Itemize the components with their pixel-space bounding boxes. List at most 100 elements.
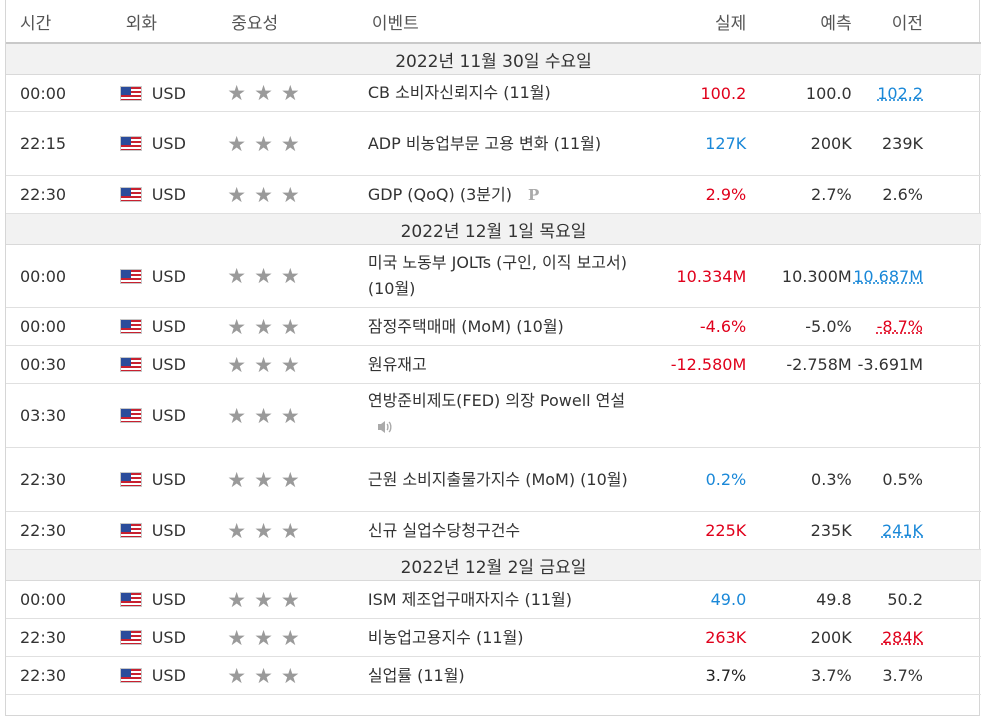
table-row[interactable]: 00:00 USD ★ ★ ★ ISM 제조업구매자지수 (11월) 49.0 49… — [6, 580, 981, 619]
header-importance: 중요성 — [227, 0, 368, 44]
event-link[interactable]: 연방준비제도(FED) 의장 Powell 연설 — [367, 391, 626, 410]
header-previous: 이전 — [851, 0, 981, 44]
revised-previous-value[interactable]: 241K — [881, 521, 923, 540]
economic-calendar: 시간 외화 중요성 이벤트 실제 예측 이전 2022년 11월 30일 수요일… — [5, 0, 981, 716]
star-icon: ★ — [280, 352, 300, 377]
star-icon: ★ — [280, 81, 300, 105]
previous-value: 3.7% — [851, 656, 981, 695]
header-currency: 외화 — [119, 0, 228, 44]
us-flag-icon — [119, 592, 142, 607]
star-icon: ★ — [227, 182, 247, 207]
actual-value: 10.334M — [647, 244, 747, 308]
actual-value: 127K — [647, 111, 747, 176]
star-icon: ★ — [254, 81, 273, 105]
revised-previous-value[interactable]: 284K — [881, 628, 923, 647]
actual-value: 49.0 — [647, 580, 747, 619]
star-icon: ★ — [254, 467, 273, 492]
star-icon: ★ — [254, 131, 273, 156]
header-row: 시간 외화 중요성 이벤트 실제 예측 이전 — [6, 0, 981, 44]
day-header-row: 2022년 12월 2일 금요일 — [6, 549, 981, 581]
importance-stars: ★ ★ ★ — [227, 511, 368, 550]
currency: USD — [151, 317, 186, 336]
revised-previous-value[interactable]: 10.687M — [853, 266, 923, 286]
event-link[interactable]: 근원 소비지출물가지수 (MoM) (10월) — [367, 469, 628, 489]
currency: USD — [151, 470, 186, 489]
forecast-value: 2.7% — [746, 175, 852, 214]
forecast-value: -5.0% — [746, 307, 852, 346]
star-icon: ★ — [227, 403, 247, 428]
actual-value: 0.2% — [647, 447, 747, 512]
event-link[interactable]: ISM 제조업구매자지수 (11월) — [367, 589, 573, 609]
us-flag-icon — [119, 630, 142, 645]
star-icon: ★ — [280, 587, 300, 612]
importance-stars: ★ ★ ★ — [227, 580, 368, 619]
event-link[interactable]: GDP (QoQ) (3분기) — [367, 184, 512, 204]
forecast-value: 49.8 — [746, 580, 852, 619]
currency: USD — [151, 628, 186, 647]
importance-stars: ★ ★ ★ — [227, 656, 368, 695]
star-icon: ★ — [254, 264, 273, 288]
event-link[interactable]: ADP 비농업부문 고용 변화 (11월) — [367, 133, 602, 153]
event-time: 22:30 — [6, 447, 120, 512]
event-link[interactable]: CB 소비자신뢰지수 (11월) — [367, 83, 551, 102]
previous-value: 239K — [851, 111, 981, 176]
actual-value: 2.9% — [647, 175, 747, 214]
star-icon: ★ — [254, 314, 273, 339]
actual-value: 225K — [647, 511, 747, 550]
table-row[interactable]: 22:15 USD ★ ★ ★ ADP 비농업부문 고용 변화 (11월) 127K… — [6, 111, 981, 176]
star-icon: ★ — [280, 131, 300, 156]
previous-value — [851, 383, 981, 448]
revised-previous-value[interactable]: 102.2 — [877, 83, 923, 103]
table-row[interactable]: 00:00 USD ★ ★ ★ 미국 노동부 JOLTs (구인, 이직 보고서) … — [6, 244, 981, 308]
currency: USD — [151, 406, 186, 425]
event-time: 22:30 — [6, 511, 120, 550]
event-link[interactable]: 미국 노동부 JOLTs (구인, 이직 보고서) (10월) — [367, 253, 627, 298]
star-icon: ★ — [227, 352, 247, 377]
event-time: 00:00 — [6, 307, 120, 346]
star-icon: ★ — [227, 131, 247, 156]
us-flag-icon — [119, 472, 142, 487]
event-link[interactable]: 잠정주택매매 (MoM) (10월) — [367, 316, 564, 336]
table-row[interactable]: 22:30 USD ★ ★ ★ 비농업고용지수 (11월) 263K 200K 28… — [6, 618, 981, 657]
forecast-value: 235K — [746, 511, 852, 550]
day-header-row: 2022년 11월 30일 수요일 — [6, 43, 981, 75]
event-time: 03:30 — [6, 383, 120, 448]
us-flag-icon — [119, 668, 142, 683]
currency: USD — [151, 185, 186, 204]
us-flag-icon — [119, 187, 142, 202]
previous-value: 50.2 — [851, 580, 981, 619]
star-icon: ★ — [227, 81, 247, 105]
forecast-value — [746, 383, 852, 448]
us-flag-icon — [119, 268, 142, 284]
event-time: 22:30 — [6, 656, 120, 695]
table-row[interactable]: 22:30 USD ★ ★ ★ 실업률 (11월) 3.7% 3.7% 3.7% — [6, 656, 981, 695]
table-row[interactable]: 22:30 USD ★ ★ ★ 신규 실업수당청구건수 225K 235K 241K — [6, 511, 981, 550]
speaker-icon — [376, 417, 394, 443]
star-icon: ★ — [227, 264, 247, 288]
table-row[interactable]: 22:30 USD ★ ★ ★ 근원 소비지출물가지수 (MoM) (10월) 0.… — [6, 447, 981, 512]
currency: USD — [151, 590, 186, 609]
star-icon: ★ — [280, 518, 300, 543]
table-row[interactable]: 22:30 USD ★ ★ ★ GDP (QoQ) (3분기) P 2.9% 2.7%… — [6, 175, 981, 214]
revised-previous-value[interactable]: -8.7% — [876, 317, 923, 336]
event-link[interactable]: 실업률 (11월) — [367, 665, 465, 685]
importance-stars: ★ ★ ★ — [227, 74, 368, 112]
us-flag-icon — [119, 136, 142, 151]
header-forecast: 예측 — [746, 0, 852, 44]
event-link[interactable]: 신규 실업수당청구건수 — [367, 520, 521, 540]
table-row[interactable]: 00:00 USD ★ ★ ★ CB 소비자신뢰지수 (11월) 100.2 100… — [6, 74, 981, 112]
table-row[interactable]: 03:30 USD ★ ★ ★ 연방준비제도(FED) 의장 Powell 연설 — [6, 383, 981, 448]
event-link[interactable]: 원유재고 — [367, 354, 427, 374]
us-flag-icon — [119, 357, 142, 372]
actual-value: 263K — [647, 618, 747, 657]
us-flag-icon — [119, 523, 142, 538]
actual-value: 3.7% — [647, 656, 747, 695]
event-link[interactable]: 비농업고용지수 (11월) — [367, 627, 524, 647]
star-icon: ★ — [254, 625, 273, 650]
table-row[interactable]: 00:00 USD ★ ★ ★ 잠정주택매매 (MoM) (10월) -4.6% -… — [6, 307, 981, 346]
importance-stars: ★ ★ ★ — [227, 244, 368, 308]
table-row[interactable]: 00:30 USD ★ ★ ★ 원유재고 -12.580M -2.758M -3.6… — [6, 345, 981, 384]
forecast-value: 200K — [746, 618, 852, 657]
previous-value: 2.6% — [851, 175, 981, 214]
currency: USD — [151, 355, 186, 374]
